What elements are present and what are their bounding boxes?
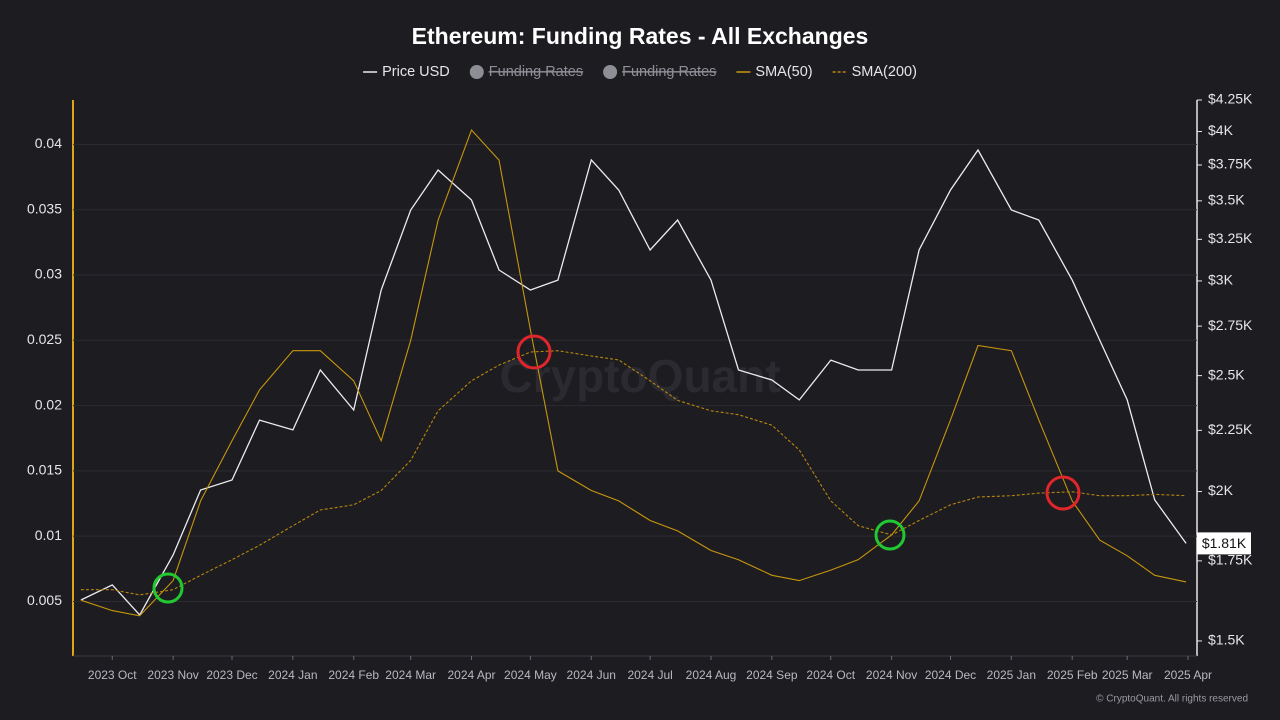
legend-item[interactable]: SMA(200) [832, 64, 917, 80]
legend-item[interactable]: Price USD [363, 64, 450, 80]
x-tick-label: 2023 Oct [88, 668, 137, 682]
x-tick-label: 2024 Nov [866, 668, 917, 682]
legend-item[interactable]: SMA(50) [736, 64, 813, 80]
x-tick-label: 2023 Nov [147, 668, 198, 682]
x-tick-label: 2025 Feb [1047, 668, 1098, 682]
series-line [80, 148, 1187, 617]
y2-tick-label: $1.75K [1208, 552, 1253, 568]
cross-marker [516, 334, 552, 370]
x-tick-label: 2024 Jul [627, 668, 672, 682]
x-tick-label: 2025 Mar [1102, 668, 1153, 682]
y-tick-label: 0.005 [27, 592, 62, 608]
y2-tick-label: $3.25K [1208, 230, 1253, 246]
legend-item[interactable]: Funding Rates [469, 64, 584, 80]
x-tick-label: 2024 Dec [925, 668, 976, 682]
series-line [80, 350, 1187, 596]
legend-label: SMA(50) [755, 64, 812, 80]
legend-label: Price USD [382, 64, 450, 80]
y2-tick-label: $3K [1208, 272, 1234, 288]
y-tick-label: 0.025 [27, 331, 62, 347]
legend-swatch [603, 65, 618, 79]
y2-tick-label: $2.75K [1208, 317, 1253, 333]
cross-marker [1045, 475, 1081, 511]
legend-label: SMA(200) [852, 64, 917, 80]
y2-tick-label: $3.5K [1208, 192, 1245, 208]
y-tick-label: 0.04 [35, 135, 62, 151]
series-line [80, 128, 1187, 617]
y2-tick-label: $4K [1208, 122, 1234, 138]
plot [73, 128, 1197, 617]
y2-tick-label: $2.25K [1208, 421, 1253, 437]
x-tick-label: 2024 Jan [268, 668, 317, 682]
x-tick-label: 2024 Apr [447, 668, 495, 682]
x-tick-label: 2023 Dec [206, 668, 257, 682]
x-tick-label: 2024 Oct [806, 668, 855, 682]
price-tag-label: $1.81K [1202, 535, 1247, 551]
x-tick-label: 2024 Sep [746, 668, 798, 682]
x-tick-label: 2024 Feb [328, 668, 379, 682]
y-tick-label: 0.035 [27, 200, 62, 216]
footer: © CryptoQuant. All rights reserved [1096, 694, 1248, 705]
price-tag-box [1197, 532, 1251, 555]
x-tick-label: 2025 Apr [1164, 668, 1212, 682]
y-tick-label: 0.02 [35, 396, 62, 412]
y2-tick-label: $4.25K [1208, 91, 1253, 107]
legend-swatch [469, 65, 484, 79]
x-tick-label: 2025 Jan [987, 668, 1036, 682]
y2-tick-label: $3.75K [1208, 156, 1253, 172]
cross-marker [152, 572, 184, 604]
legend-item[interactable]: Funding Rates [603, 64, 717, 80]
chart-title: Ethereum: Funding Rates - All Exchanges [412, 23, 869, 49]
watermark: CryptoQuant [499, 350, 780, 402]
y2-tick-label: $1.5K [1208, 632, 1245, 648]
y2-tick-label: $2.5K [1208, 366, 1245, 382]
legend: Price USD Funding Rates Funding Rates SMA(5… [363, 64, 917, 80]
x-tick-label: 2024 Aug [686, 668, 737, 682]
x-tick-label: 2024 Mar [385, 668, 436, 682]
x-tick-label: 2024 May [504, 668, 557, 682]
y-tick-label: 0.01 [35, 527, 62, 543]
y-tick-label: 0.015 [27, 462, 62, 478]
x-tick-label: 2024 Jun [567, 668, 616, 682]
y2-tick-label: $2K [1208, 482, 1234, 498]
y-tick-label: 0.03 [35, 266, 62, 282]
cross-marker [874, 519, 906, 551]
